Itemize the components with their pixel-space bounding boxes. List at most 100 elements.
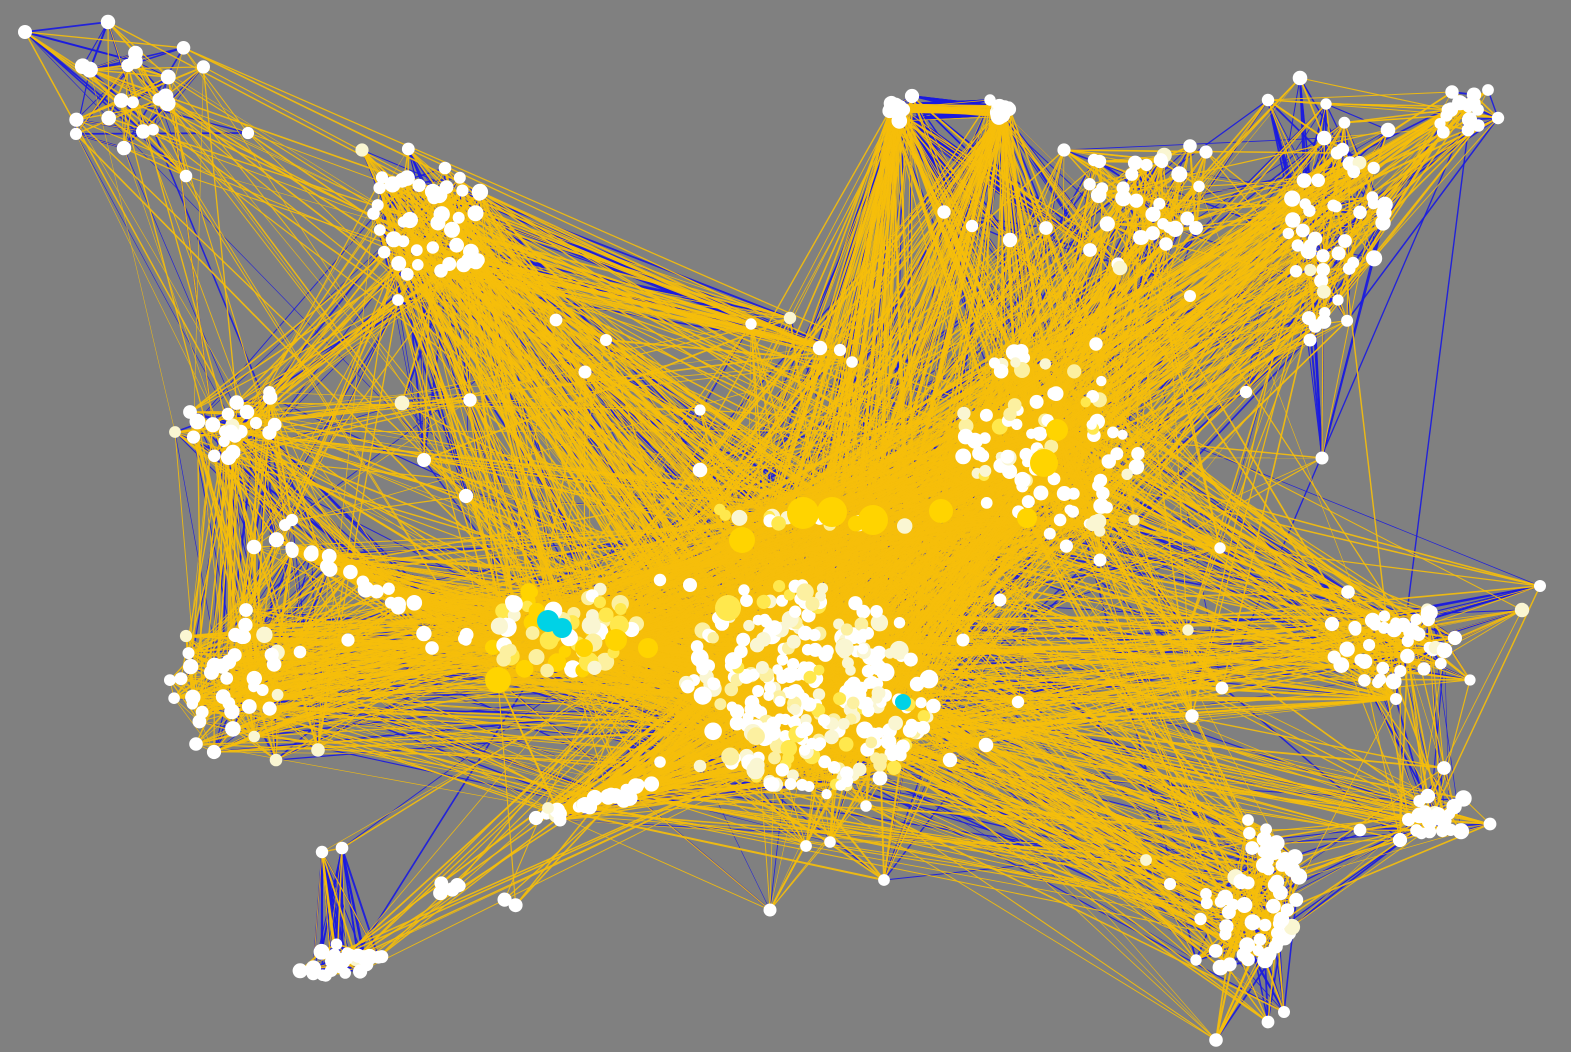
- graph-node[interactable]: [1316, 314, 1332, 329]
- graph-node[interactable]: [1436, 125, 1450, 139]
- graph-node[interactable]: [798, 744, 811, 756]
- graph-node[interactable]: [1128, 514, 1140, 526]
- graph-node[interactable]: [182, 647, 195, 660]
- graph-node[interactable]: [833, 692, 847, 706]
- graph-node[interactable]: [805, 596, 820, 612]
- graph-node[interactable]: [835, 638, 854, 658]
- graph-node[interactable]: [783, 311, 797, 325]
- graph-node[interactable]: [1208, 944, 1223, 958]
- gold-hub-5[interactable]: [1030, 449, 1058, 477]
- graph-node[interactable]: [755, 661, 769, 674]
- graph-node[interactable]: [752, 685, 765, 697]
- graph-node[interactable]: [1353, 205, 1367, 220]
- graph-node[interactable]: [397, 235, 410, 248]
- graph-node[interactable]: [471, 253, 485, 267]
- graph-node[interactable]: [897, 518, 913, 534]
- graph-node[interactable]: [520, 583, 537, 600]
- graph-node[interactable]: [1437, 761, 1451, 775]
- gold-hub-8[interactable]: [929, 499, 953, 523]
- graph-node[interactable]: [1159, 237, 1173, 251]
- graph-node[interactable]: [1047, 472, 1061, 486]
- graph-node[interactable]: [892, 99, 905, 112]
- graph-node[interactable]: [1461, 123, 1475, 137]
- graph-node[interactable]: [1121, 468, 1133, 480]
- graph-node[interactable]: [316, 969, 329, 981]
- graph-node[interactable]: [1239, 385, 1253, 399]
- graph-node[interactable]: [542, 802, 554, 814]
- graph-node[interactable]: [857, 628, 869, 640]
- graph-node[interactable]: [745, 318, 757, 330]
- graph-node[interactable]: [1107, 426, 1119, 439]
- graph-node[interactable]: [442, 257, 457, 271]
- graph-node[interactable]: [680, 679, 695, 694]
- graph-node[interactable]: [353, 964, 368, 979]
- cyan-node-c[interactable]: [895, 694, 911, 710]
- graph-node[interactable]: [1145, 226, 1160, 241]
- graph-node[interactable]: [1156, 156, 1169, 169]
- graph-node[interactable]: [1096, 375, 1107, 387]
- graph-node[interactable]: [797, 625, 813, 641]
- graph-node[interactable]: [1332, 294, 1344, 306]
- graph-node[interactable]: [69, 112, 84, 127]
- graph-node[interactable]: [957, 406, 971, 421]
- graph-node[interactable]: [1349, 623, 1362, 636]
- graph-node[interactable]: [835, 780, 847, 791]
- graph-node[interactable]: [763, 724, 781, 741]
- graph-node[interactable]: [208, 449, 221, 463]
- graph-node[interactable]: [285, 541, 297, 554]
- graph-node[interactable]: [1125, 167, 1139, 181]
- graph-node[interactable]: [854, 617, 869, 632]
- graph-node[interactable]: [223, 424, 239, 440]
- graph-node[interactable]: [926, 698, 941, 714]
- graph-node[interactable]: [1083, 178, 1096, 191]
- graph-node[interactable]: [771, 516, 786, 531]
- graph-node[interactable]: [1243, 826, 1256, 840]
- graph-node[interactable]: [764, 681, 777, 694]
- graph-node[interactable]: [1438, 814, 1452, 828]
- graph-node[interactable]: [707, 677, 721, 691]
- graph-node[interactable]: [412, 259, 424, 271]
- graph-node[interactable]: [330, 938, 343, 951]
- graph-node[interactable]: [993, 593, 1007, 607]
- graph-node[interactable]: [1403, 626, 1416, 639]
- graph-node[interactable]: [246, 670, 262, 687]
- graph-node[interactable]: [453, 171, 466, 184]
- graph-node[interactable]: [581, 615, 601, 635]
- graph-node[interactable]: [391, 256, 407, 271]
- graph-node[interactable]: [174, 672, 188, 686]
- graph-node[interactable]: [549, 313, 563, 327]
- graph-node[interactable]: [116, 140, 132, 156]
- graph-node[interactable]: [878, 874, 890, 886]
- graph-node[interactable]: [587, 660, 602, 676]
- graph-node[interactable]: [812, 340, 828, 356]
- graph-node[interactable]: [978, 737, 994, 753]
- graph-node[interactable]: [779, 713, 792, 726]
- graph-node[interactable]: [1180, 211, 1195, 226]
- graph-node[interactable]: [304, 545, 319, 559]
- graph-node[interactable]: [840, 623, 854, 636]
- graph-node[interactable]: [249, 416, 263, 430]
- graph-node[interactable]: [239, 603, 253, 617]
- graph-node[interactable]: [801, 608, 816, 623]
- graph-node[interactable]: [1236, 947, 1251, 962]
- graph-node[interactable]: [784, 778, 797, 790]
- graph-node[interactable]: [841, 657, 854, 669]
- graph-node[interactable]: [916, 720, 931, 735]
- graph-node[interactable]: [1483, 817, 1497, 831]
- graph-node[interactable]: [1056, 486, 1072, 501]
- graph-node[interactable]: [736, 632, 751, 647]
- graph-node[interactable]: [724, 652, 743, 670]
- graph-node[interactable]: [776, 654, 789, 666]
- graph-node[interactable]: [738, 584, 750, 596]
- graph-node[interactable]: [1331, 246, 1346, 261]
- graph-node[interactable]: [812, 688, 826, 701]
- graph-node[interactable]: [1089, 337, 1103, 351]
- graph-node[interactable]: [1385, 673, 1402, 690]
- graph-node[interactable]: [392, 294, 404, 306]
- graph-node[interactable]: [1032, 426, 1048, 441]
- graph-node[interactable]: [1347, 256, 1360, 269]
- graph-node[interactable]: [256, 684, 269, 696]
- graph-node[interactable]: [1392, 832, 1408, 848]
- graph-node[interactable]: [508, 898, 523, 913]
